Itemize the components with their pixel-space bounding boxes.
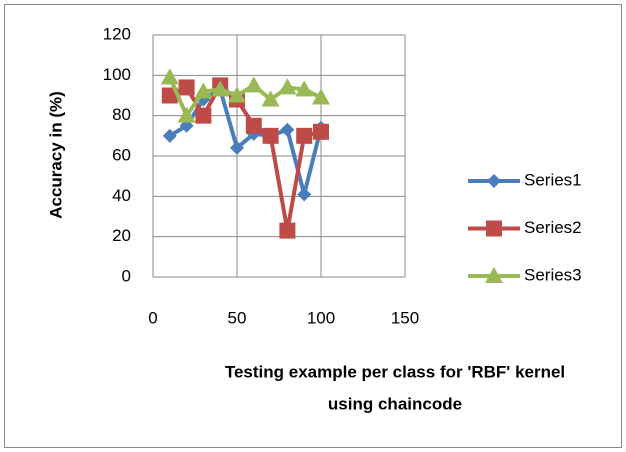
marker [162,128,177,143]
y-tick-label: 80 [112,105,131,124]
marker [178,79,195,96]
marker [194,82,213,99]
marker [245,117,262,134]
legend-label: Series1 [524,170,582,189]
chart-border [4,4,622,448]
y-tick-label: 20 [112,226,131,245]
marker [278,78,297,95]
series-line [167,76,322,120]
marker [297,187,312,202]
legend-marker [485,267,503,283]
legend-label: Series3 [524,265,582,284]
y-tick-label: 100 [103,65,131,84]
marker [161,87,178,104]
y-tick-label: 0 [122,266,131,285]
y-tick-label: 60 [112,145,131,164]
x-axis-title: Testing example per class for 'RBF' kern… [225,362,565,381]
legend-label: Series2 [524,218,582,237]
legend-marker [486,220,502,237]
marker [279,222,296,239]
marker [244,76,263,93]
marker [160,68,179,85]
marker [230,140,244,155]
series-line [168,86,323,195]
y-tick-label: 40 [112,186,131,205]
marker [295,80,314,97]
marker [177,106,196,123]
x-tick-label: 0 [148,308,157,327]
marker [228,86,246,103]
marker [312,88,330,105]
marker [313,123,329,140]
x-tick-label: 50 [228,308,247,327]
x-axis-title: using chaincode [328,394,462,413]
marker [280,122,295,137]
marker [195,107,212,124]
marker [262,127,279,144]
marker [296,127,313,144]
y-axis-title: Accuracy in (%) [46,91,65,219]
marker [211,80,230,97]
legend-marker [487,174,501,188]
y-tick-label: 120 [103,24,131,43]
x-tick-label: 150 [391,308,419,327]
marker [261,90,280,107]
x-tick-label: 100 [307,308,335,327]
